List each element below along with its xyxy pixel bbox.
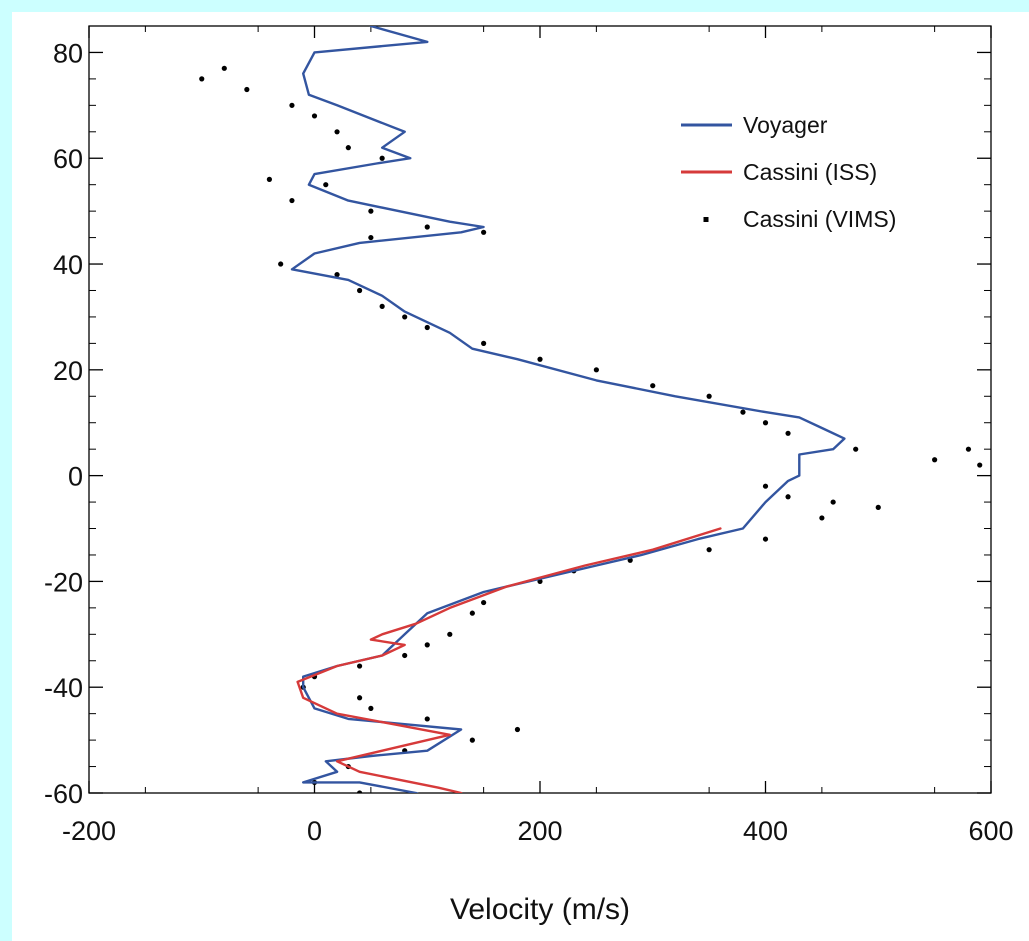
series-cassini-vims [199,65,983,793]
legend-swatch-cassini-vims [703,217,709,222]
data-point-cassini-vims [424,716,430,722]
data-point-cassini-vims [740,409,746,415]
data-point-cassini-vims [706,393,712,399]
data-point-cassini-vims [357,790,363,793]
x-tick-label: 200 [517,816,562,846]
data-point-cassini-vims [853,446,859,452]
data-point-cassini-vims [345,145,351,151]
y-tick-label: 0 [68,462,83,492]
data-point-cassini-vims [875,504,881,510]
data-point-cassini-vims [514,726,521,733]
data-point-cassini-vims [334,129,340,135]
data-point-cassini-vims [447,631,453,637]
data-point-cassini-vims [785,430,791,436]
series-layer [199,26,983,793]
data-point-cassini-vims [965,446,972,452]
data-point-cassini-vims [402,652,408,659]
data-point-cassini-vims [762,483,769,489]
data-point-cassini-vims [424,642,430,648]
y-tick-label: -20 [44,567,83,597]
data-point-cassini-vims [481,340,487,346]
data-point-cassini-vims [706,547,712,553]
legend-label-voyager: Voyager [743,112,828,138]
data-point-cassini-vims [323,182,329,188]
data-point-cassini-vims [537,356,543,362]
data-point-cassini-vims [368,208,374,214]
data-point-cassini-vims [469,737,475,743]
plot-area [88,25,992,794]
x-tick-label: 400 [743,816,788,846]
data-point-cassini-vims [819,515,825,521]
data-point-cassini-vims [379,155,385,161]
chart-frame: -200 0 200 400 600 80 60 40 20 0 -20 -40 -60 Veloci… [12,12,1029,941]
y-tick-label: -40 [44,673,83,703]
data-point-cassini-vims [650,383,656,389]
data-point-cassini-vims [357,695,363,701]
data-point-cassini-vims [402,314,408,320]
data-point-cassini-vims [334,272,340,278]
data-point-cassini-vims [266,176,272,182]
data-point-cassini-vims [244,86,250,93]
legend-label-cassini-iss: Cassini (ISS) [743,159,877,185]
data-point-cassini-vims [762,420,769,426]
legend: Voyager Cassini (ISS) Cassini (VIMS) [681,112,896,232]
data-point-cassini-vims [278,261,284,267]
data-point-cassini-vims [424,324,430,331]
y-tick-label: 80 [53,38,83,68]
data-point-cassini-vims [289,102,295,108]
x-axis-ticks: -200 0 200 400 600 [62,26,1014,846]
data-point-cassini-vims [932,457,938,463]
y-tick-label: 40 [53,250,83,280]
y-tick-label: -60 [44,779,83,809]
y-axis-ticks: 80 60 40 20 0 -20 -40 -60 [44,25,991,809]
data-point-cassini-vims [311,113,318,119]
data-point-cassini-vims [368,705,374,711]
y-tick-label: 60 [53,144,83,174]
series-line-voyager [290,26,846,793]
x-tick-label: 600 [968,816,1013,846]
legend-label-cassini-vims: Cassini (VIMS) [743,206,896,232]
data-point-cassini-vims [357,663,363,669]
data-point-cassini-vims [424,224,430,230]
x-tick-label: -200 [62,816,116,846]
series-line-cassini-iss [296,527,722,793]
data-point-cassini-vims [977,462,983,468]
y-tick-label: 20 [53,356,83,386]
x-tick-label: 0 [307,816,322,846]
data-point-cassini-vims [199,76,205,82]
data-point-cassini-vims [785,494,791,500]
data-point-cassini-vims [379,303,385,309]
data-point-cassini-vims [469,610,475,616]
data-point-cassini-vims [368,234,374,241]
data-point-cassini-vims [762,536,769,542]
data-point-cassini-vims [481,599,487,606]
data-point-cassini-vims [593,367,599,373]
data-point-cassini-vims [289,197,295,204]
data-point-cassini-vims [830,499,836,505]
x-axis-title: Velocity (m/s) [450,893,630,926]
data-point-cassini-vims [481,229,487,235]
data-point-cassini-vims [357,287,363,294]
data-point-cassini-vims [221,65,227,71]
